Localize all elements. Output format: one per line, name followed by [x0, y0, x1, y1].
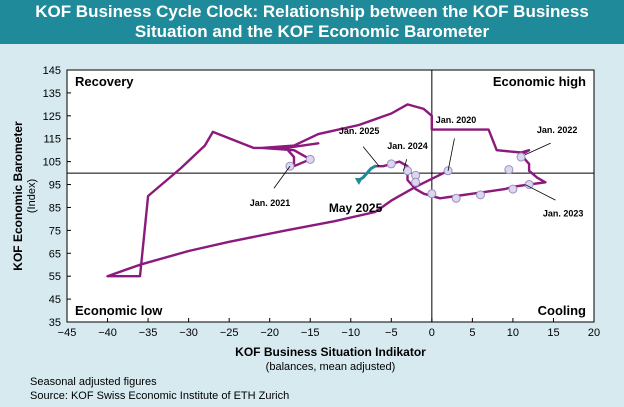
- y-axis-title: KOF Economic Barometer: [11, 121, 25, 271]
- x-tick-label: −25: [220, 327, 239, 339]
- footer-note: Seasonal adjusted figures: [30, 376, 157, 388]
- annotation-leader: [273, 165, 291, 189]
- x-tick-label: 20: [588, 327, 600, 339]
- recent-arrow-head: [354, 177, 363, 185]
- data-marker: [386, 159, 396, 169]
- footer-source: Source: KOF Swiss Economic Institute of …: [30, 390, 290, 402]
- annotation-leader: [524, 142, 551, 156]
- x-tick-label: 5: [469, 327, 475, 339]
- data-marker: [427, 189, 437, 199]
- y-tick-label: 45: [49, 294, 61, 306]
- y-tick-label: 65: [49, 248, 61, 260]
- x-tick-label: −15: [301, 327, 320, 339]
- x-tick-label: 15: [547, 327, 559, 339]
- quadrant-label-recovery: Recovery: [75, 74, 134, 89]
- y-tick-label: 55: [49, 271, 61, 283]
- x-tick-label: −30: [179, 327, 198, 339]
- y-tick-label: 95: [49, 180, 61, 192]
- data-marker: [524, 180, 534, 190]
- annotation-label: May 2025: [329, 201, 383, 215]
- annotation-label: Jan. 2023: [543, 209, 584, 219]
- x-tick-label: −10: [341, 327, 360, 339]
- x-tick-label: −35: [139, 327, 158, 339]
- annotation-label: Jan. 2022: [537, 125, 578, 135]
- data-marker: [305, 154, 315, 164]
- y-tick-label: 115: [43, 134, 61, 146]
- quadrant-label-economic-high: Economic high: [493, 74, 586, 89]
- annotation-label: Jan. 2021: [250, 198, 291, 208]
- chart-title-line-1: KOF Business Cycle Clock: Relationship b…: [35, 2, 589, 21]
- data-marker: [403, 166, 413, 176]
- data-marker: [451, 193, 461, 203]
- plot-frame: [66, 69, 595, 323]
- y-tick-label: 85: [49, 202, 61, 214]
- annotation-leader: [403, 159, 408, 171]
- x-tick-label: 10: [507, 327, 519, 339]
- y-axis-subtitle: (Index): [26, 179, 38, 213]
- data-marker: [516, 152, 526, 162]
- quadrant-label-economic-low: Economic low: [75, 303, 163, 318]
- x-tick-label: −20: [260, 327, 279, 339]
- y-tick-label: 125: [43, 111, 61, 123]
- data-marker: [411, 177, 421, 187]
- annotation-leader: [447, 138, 455, 171]
- plot-area: [67, 70, 594, 322]
- y-tick-label: 75: [49, 225, 61, 237]
- x-tick-label: 0: [429, 327, 435, 339]
- data-marker: [504, 165, 514, 175]
- annotation-leader: [524, 184, 556, 201]
- annotation-label: Jan. 2020: [436, 115, 477, 125]
- x-tick-label: −45: [58, 327, 77, 339]
- x-tick-label: −40: [98, 327, 117, 339]
- chart-title-line-2: Situation and the KOF Economic Barometer: [134, 22, 490, 41]
- y-tick-label: 135: [43, 88, 61, 100]
- x-tick-label: −5: [385, 327, 398, 339]
- x-axis-title: KOF Business Situation Indikator: [235, 345, 426, 359]
- y-tick-label: 105: [43, 157, 61, 169]
- y-tick-label: 35: [49, 317, 61, 329]
- series-line-1: [106, 103, 547, 278]
- quadrant-label-cooling: Cooling: [538, 303, 586, 318]
- annotation-label: Jan. 2025: [339, 126, 380, 136]
- y-tick-label: 145: [43, 65, 61, 77]
- title-bar: KOF Business Cycle Clock: Relationship b…: [0, 0, 624, 44]
- x-axis-subtitle: (balances, mean adjusted): [266, 361, 396, 373]
- data-marker: [508, 184, 518, 194]
- annotation-label: Jan. 2024: [387, 141, 428, 151]
- annotation-leader: [362, 146, 380, 167]
- data-marker: [475, 190, 485, 200]
